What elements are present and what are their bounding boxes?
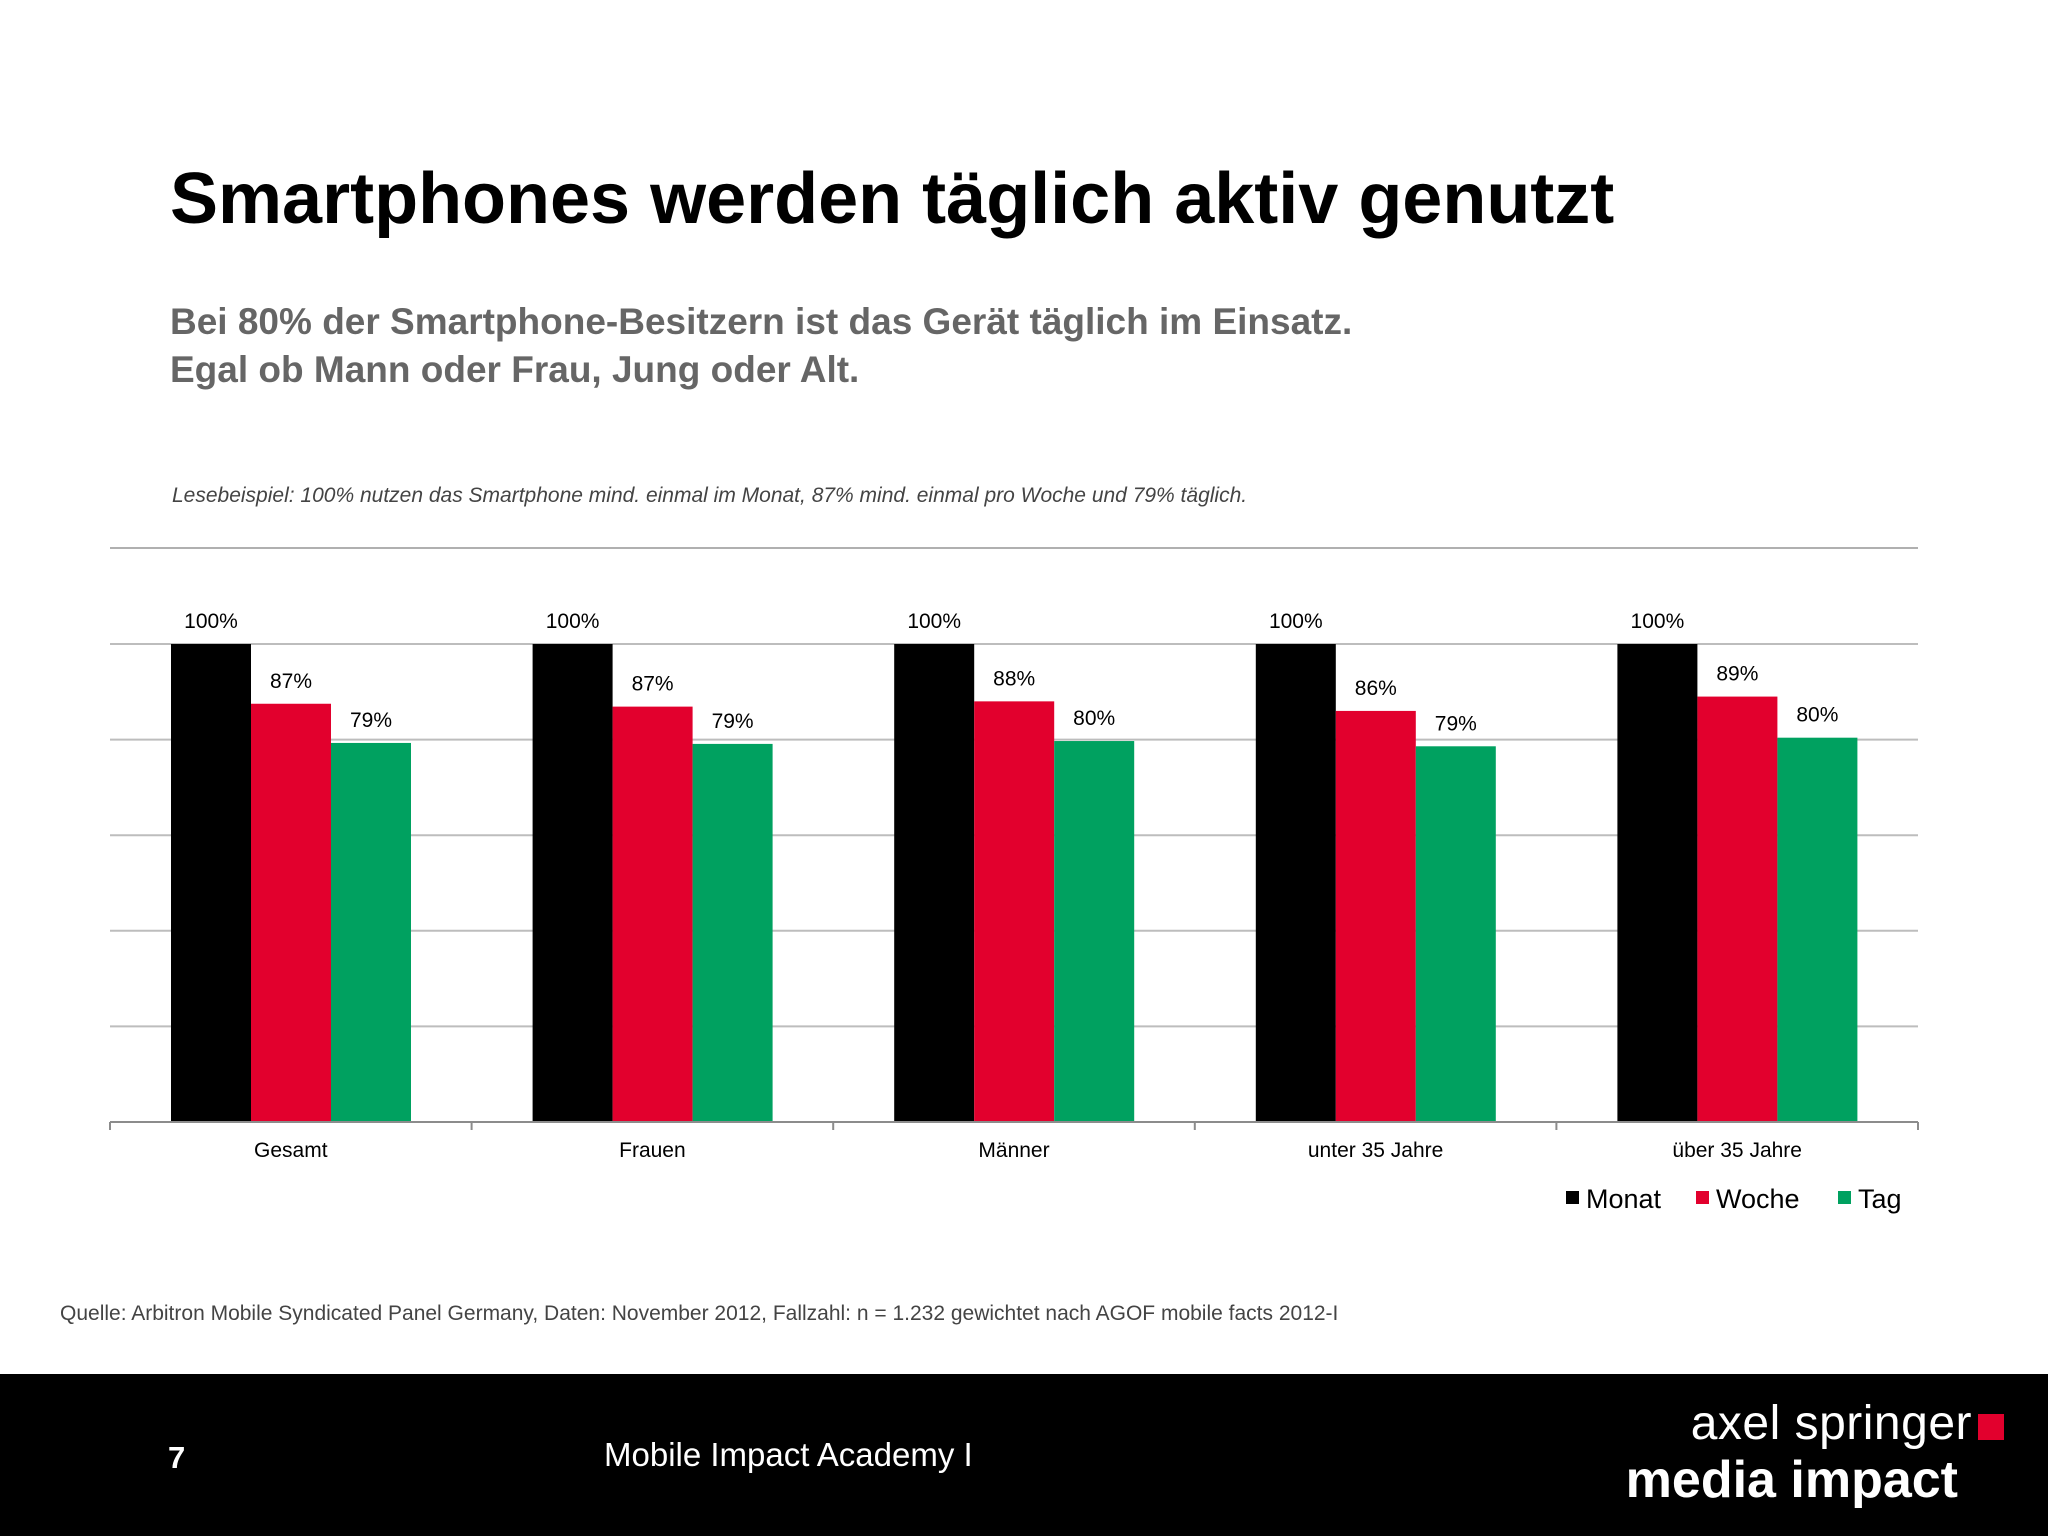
category-label: unter 35 Jahre <box>1308 1139 1443 1162</box>
bar-woche <box>974 701 1055 1122</box>
page-number: 7 <box>168 1440 186 1475</box>
logo-square-icon <box>1978 1414 2004 1440</box>
data-label: 100% <box>184 610 238 633</box>
data-label: 100% <box>546 610 600 633</box>
data-label: 89% <box>1716 663 1758 686</box>
bar-monat <box>532 644 613 1122</box>
bar-woche <box>251 703 331 1122</box>
bar-chart: 100% 87% 79% Gesamt 100% 87% 79% Frauen 100% 88% 8… <box>109 610 1919 1214</box>
legend-swatch-woche <box>1696 1191 1709 1204</box>
data-label: 88% <box>993 667 1035 690</box>
bar-woche <box>612 706 693 1122</box>
bar-tag <box>1415 746 1496 1122</box>
subtitle-line-1: Bei 80% der Smartphone-Besitzern ist das… <box>170 301 1353 342</box>
data-label: 87% <box>270 670 312 693</box>
data-label: 80% <box>1796 704 1838 727</box>
bar-tag <box>331 742 411 1122</box>
bar-tag <box>692 743 773 1122</box>
legend-label-monat: Monat <box>1586 1184 1662 1214</box>
bar-tag <box>1054 741 1135 1122</box>
bar-tag <box>1777 737 1858 1122</box>
legend-swatch-monat <box>1566 1191 1579 1204</box>
bar-monat <box>1617 644 1698 1122</box>
bar-monat <box>894 644 975 1122</box>
category-label: Gesamt <box>254 1139 328 1162</box>
legend-label-woche: Woche <box>1716 1184 1800 1214</box>
logo-text-line-1: axel springer <box>1690 1397 1972 1450</box>
slide-subtitle: Bei 80% der Smartphone-Besitzern ist das… <box>170 298 1352 394</box>
data-label: 79% <box>350 709 392 732</box>
legend-label-tag: Tag <box>1858 1184 1902 1214</box>
legend-swatch-tag <box>1838 1191 1851 1204</box>
data-label: 87% <box>632 673 674 696</box>
logo-text-line-2: media impact <box>1625 1451 1958 1509</box>
category-label: Männer <box>978 1139 1049 1162</box>
bar-monat <box>171 644 251 1122</box>
data-label: 79% <box>1435 712 1477 735</box>
data-label: 100% <box>907 610 961 633</box>
subtitle-line-2: Egal ob Mann oder Frau, Jung oder Alt. <box>170 349 860 390</box>
data-label: 79% <box>712 710 754 733</box>
category-label: über 35 Jahre <box>1672 1139 1802 1162</box>
source-note: Quelle: Arbitron Mobile Syndicated Panel… <box>60 1302 1339 1325</box>
footer-bar: 7 Mobile Impact Academy I axel springer … <box>0 1374 2048 1536</box>
bar-woche <box>1697 696 1778 1122</box>
data-label: 80% <box>1073 707 1115 730</box>
footer-academy-label: Mobile Impact Academy I <box>604 1436 973 1473</box>
data-label: 86% <box>1355 677 1397 700</box>
bar-monat <box>1255 644 1336 1122</box>
category-label: Frauen <box>619 1139 686 1162</box>
reading-example-note: Lesebeispiel: 100% nutzen das Smartphone… <box>172 484 1248 507</box>
data-label: 100% <box>1631 610 1685 633</box>
slide-title: Smartphones werden täglich aktiv genutzt <box>170 159 1615 239</box>
data-label: 100% <box>1269 610 1323 633</box>
bar-woche <box>1335 710 1416 1122</box>
chart-top-divider <box>110 547 1918 549</box>
